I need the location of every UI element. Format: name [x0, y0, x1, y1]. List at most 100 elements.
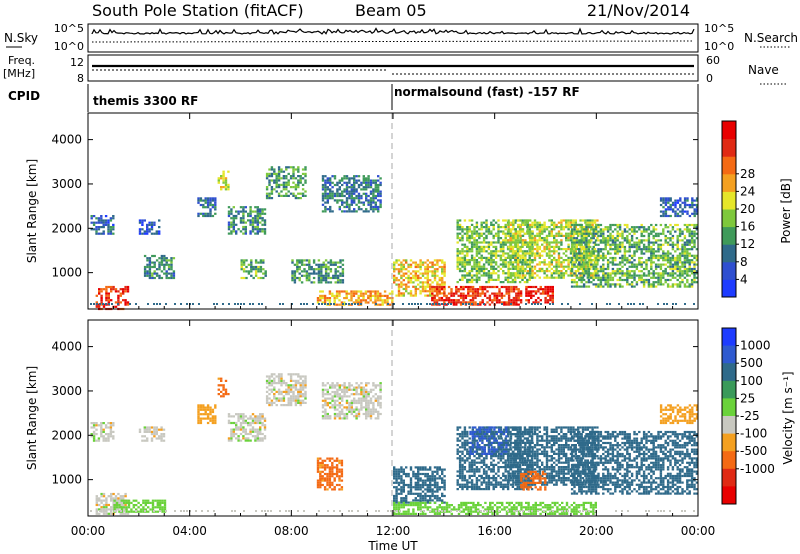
- data-cell: [265, 188, 269, 191]
- data-cell: [628, 270, 631, 273]
- data-cell: [400, 285, 403, 288]
- data-cell: [316, 483, 320, 487]
- data-cell: [519, 239, 522, 242]
- data-cell: [254, 419, 257, 422]
- data-cell: [293, 270, 297, 273]
- data-cell: [263, 435, 267, 438]
- data-cell: [372, 210, 375, 213]
- data-cell: [280, 375, 283, 378]
- data-cell: [158, 226, 161, 229]
- data-cell: [463, 263, 467, 266]
- data-cell: [461, 234, 464, 237]
- data-cell: [220, 377, 223, 380]
- data-cell: [507, 254, 510, 257]
- data-cell: [623, 228, 627, 231]
- data-cell: [573, 226, 576, 229]
- data-cell: [122, 503, 125, 507]
- data-cell: [443, 268, 446, 271]
- data-cell: [113, 504, 116, 507]
- data-cell: [482, 263, 486, 266]
- data-cell: [379, 192, 382, 195]
- data-cell: [125, 501, 128, 504]
- data-cell: [146, 274, 149, 277]
- data-cell: [395, 268, 398, 271]
- data-cell: [220, 384, 223, 387]
- data-cell: [592, 250, 595, 253]
- data-cell: [681, 263, 684, 266]
- data-cell: [590, 226, 593, 229]
- data-cell: [421, 283, 425, 286]
- data-cell: [316, 486, 320, 489]
- data-cell: [289, 401, 293, 404]
- data-cell: [242, 259, 246, 262]
- data-cell: [580, 278, 583, 282]
- data-cell: [662, 197, 665, 200]
- data-cell: [424, 270, 427, 273]
- data-cell: [491, 285, 494, 289]
- data-cell: [555, 265, 558, 268]
- data-cell: [528, 256, 531, 259]
- data-cell: [614, 252, 617, 255]
- data-cell: [340, 301, 344, 304]
- data-cell: [102, 435, 105, 438]
- data-cell: [487, 259, 491, 262]
- data-cell: [333, 199, 337, 202]
- data-cell: [324, 401, 327, 405]
- data-cell: [597, 283, 600, 286]
- data-cell: [263, 208, 267, 211]
- data-cell: [275, 397, 278, 400]
- data-cell: [681, 243, 684, 246]
- data-cell: [214, 201, 217, 204]
- data-cell: [206, 415, 210, 418]
- data-cell: [109, 433, 113, 436]
- data-cell: [206, 406, 210, 409]
- data-cell: [254, 417, 257, 420]
- data-cell: [671, 237, 675, 240]
- data-cell: [367, 177, 370, 180]
- data-cell: [100, 424, 103, 427]
- data-cell: [409, 259, 413, 262]
- data-cell: [323, 297, 327, 300]
- data-cell: [345, 292, 348, 295]
- data-cell: [237, 417, 240, 420]
- data-cell: [609, 283, 612, 286]
- data-cell: [504, 256, 507, 259]
- data-cell: [304, 377, 307, 380]
- data-cell: [555, 261, 558, 264]
- data-cell: [264, 272, 267, 275]
- data-cell: [587, 270, 591, 273]
- data-cell: [686, 267, 689, 271]
- data-cell: [512, 223, 515, 226]
- data-cell: [304, 386, 307, 389]
- data-cell: [504, 263, 507, 266]
- data-cell: [350, 197, 353, 200]
- data-cell: [374, 208, 377, 211]
- data-cell: [153, 270, 156, 273]
- data-cell: [626, 274, 629, 277]
- data-cell: [510, 288, 513, 291]
- data-cell: [438, 259, 441, 262]
- data-cell: [529, 259, 532, 262]
- data-cell: [107, 433, 110, 436]
- data-cell: [512, 234, 515, 237]
- data-cell: [531, 303, 533, 305]
- data-cell: [466, 237, 469, 240]
- data-cell: [431, 263, 434, 266]
- data-cell: [671, 270, 675, 273]
- data-cell: [499, 237, 503, 240]
- data-cell: [329, 181, 332, 184]
- data-cell: [377, 205, 380, 209]
- data-cell: [498, 299, 501, 302]
- data-cell: [686, 278, 689, 282]
- data-cell: [678, 228, 682, 231]
- data-cell: [662, 250, 665, 253]
- data-cell: [402, 303, 404, 305]
- data-cell: [686, 259, 689, 262]
- data-cell: [441, 272, 444, 275]
- data-cell: [151, 508, 155, 511]
- data-cell: [679, 203, 682, 207]
- data-cell: [90, 433, 93, 436]
- data-cell: [161, 501, 164, 504]
- data-cell: [654, 234, 658, 238]
